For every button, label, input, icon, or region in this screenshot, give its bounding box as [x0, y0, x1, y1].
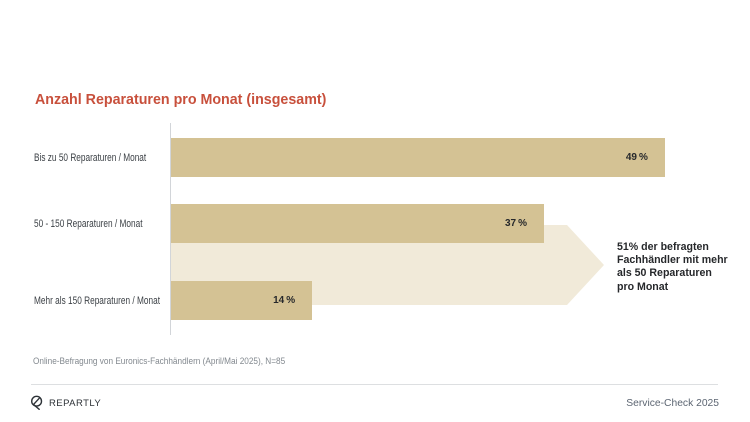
- brand-name: REPARTLY: [49, 398, 102, 409]
- footer-divider: [31, 384, 718, 385]
- bar-mehr-als-150: [171, 281, 313, 320]
- category-label-50-150: 50 - 150 Reparaturen / Monat: [34, 217, 143, 230]
- footer-edition: Service-Check 2025: [626, 398, 719, 409]
- category-label-bis-zu-50: Bis zu 50 Reparaturen / Monat: [34, 151, 147, 164]
- bar-bis-zu-50: [171, 138, 665, 177]
- chart-title: Anzahl Reparaturen pro Monat (insgesamt): [35, 91, 327, 108]
- value-label-bis-zu-50: 49 %: [625, 152, 648, 163]
- value-label-50-150: 37 %: [504, 218, 527, 229]
- value-label-mehr-als-150: 14 %: [273, 295, 296, 306]
- source-note: Online-Befragung von Euronics-Fachhändle…: [33, 356, 286, 367]
- category-label-mehr-als-150: Mehr als 150 Reparaturen / Monat: [34, 294, 160, 307]
- callout-annotation: 51% der befragten Fachhändler mit mehr a…: [617, 241, 728, 293]
- repartly-logo-icon: [30, 395, 43, 411]
- bar-50-150: [171, 204, 544, 243]
- y-axis-line: [170, 123, 171, 335]
